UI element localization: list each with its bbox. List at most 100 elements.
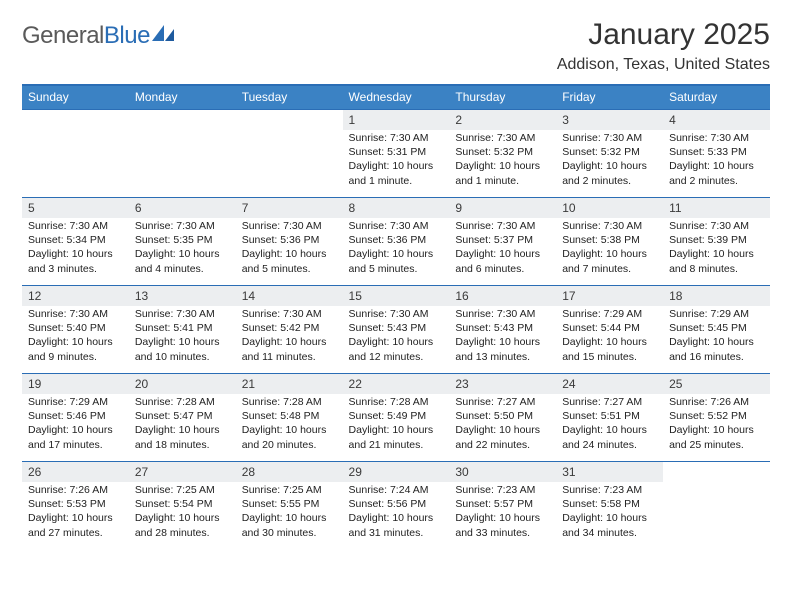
day-body: Sunrise: 7:30 AMSunset: 5:38 PMDaylight:… (556, 218, 663, 280)
day-cell: 30Sunrise: 7:23 AMSunset: 5:57 PMDayligh… (449, 462, 556, 550)
day-body: Sunrise: 7:25 AMSunset: 5:54 PMDaylight:… (129, 482, 236, 544)
daylight-line: Daylight: 10 hours and 6 minutes. (455, 247, 552, 275)
day-body: Sunrise: 7:25 AMSunset: 5:55 PMDaylight:… (236, 482, 343, 544)
sunrise-value: 7:27 AM (497, 396, 536, 408)
sunrise-line: Sunrise: 7:30 AM (669, 131, 766, 145)
daylight-label: Daylight: (562, 512, 606, 524)
day-number-empty (129, 110, 236, 130)
sunset-value: 5:32 PM (494, 146, 533, 158)
sunset-value: 5:48 PM (280, 410, 319, 422)
sunrise-line: Sunrise: 7:30 AM (455, 219, 552, 233)
sunrise-label: Sunrise: (28, 396, 69, 408)
daylight-label: Daylight: (455, 248, 499, 260)
sunrise-value: 7:28 AM (390, 396, 429, 408)
sunrise-value: 7:23 AM (604, 484, 643, 496)
sunrise-line: Sunrise: 7:30 AM (28, 219, 125, 233)
day-cell: 15Sunrise: 7:30 AMSunset: 5:43 PMDayligh… (343, 286, 450, 374)
day-cell: 12Sunrise: 7:30 AMSunset: 5:40 PMDayligh… (22, 286, 129, 374)
sunset-line: Sunset: 5:32 PM (562, 145, 659, 159)
daylight-line: Daylight: 10 hours and 11 minutes. (242, 335, 339, 363)
daylight-line: Daylight: 10 hours and 28 minutes. (135, 511, 232, 539)
day-header: Saturday (663, 85, 770, 110)
sunrise-line: Sunrise: 7:25 AM (135, 483, 232, 497)
daylight-label: Daylight: (669, 424, 713, 436)
sunset-label: Sunset: (242, 322, 281, 334)
sunrise-line: Sunrise: 7:30 AM (669, 219, 766, 233)
sunset-label: Sunset: (669, 146, 708, 158)
sunset-value: 5:51 PM (601, 410, 640, 422)
sunset-value: 5:38 PM (601, 234, 640, 246)
day-number: 4 (663, 110, 770, 130)
day-body: Sunrise: 7:24 AMSunset: 5:56 PMDaylight:… (343, 482, 450, 544)
sunset-value: 5:46 PM (67, 410, 106, 422)
day-cell: 17Sunrise: 7:29 AMSunset: 5:44 PMDayligh… (556, 286, 663, 374)
month-title: January 2025 (557, 18, 770, 52)
sunrise-line: Sunrise: 7:28 AM (349, 395, 446, 409)
day-cell: 11Sunrise: 7:30 AMSunset: 5:39 PMDayligh… (663, 198, 770, 286)
sunrise-label: Sunrise: (135, 396, 176, 408)
day-number-empty (663, 462, 770, 482)
daylight-label: Daylight: (349, 512, 393, 524)
day-number: 1 (343, 110, 450, 130)
daylight-line: Daylight: 10 hours and 8 minutes. (669, 247, 766, 275)
day-body: Sunrise: 7:30 AMSunset: 5:43 PMDaylight:… (449, 306, 556, 368)
sunset-label: Sunset: (349, 146, 388, 158)
daylight-label: Daylight: (349, 336, 393, 348)
sunrise-line: Sunrise: 7:23 AM (455, 483, 552, 497)
sunrise-label: Sunrise: (349, 220, 390, 232)
day-number-empty (236, 110, 343, 130)
sunrise-value: 7:30 AM (283, 220, 322, 232)
daylight-label: Daylight: (28, 424, 72, 436)
sunset-label: Sunset: (669, 322, 708, 334)
sunrise-label: Sunrise: (242, 220, 283, 232)
day-body: Sunrise: 7:30 AMSunset: 5:31 PMDaylight:… (343, 130, 450, 192)
sunset-line: Sunset: 5:45 PM (669, 321, 766, 335)
sunrise-line: Sunrise: 7:28 AM (135, 395, 232, 409)
sunrise-value: 7:30 AM (711, 220, 750, 232)
sunrise-label: Sunrise: (455, 220, 496, 232)
day-number: 15 (343, 286, 450, 306)
sunset-label: Sunset: (135, 410, 174, 422)
sunrise-value: 7:30 AM (711, 132, 750, 144)
day-cell: 19Sunrise: 7:29 AMSunset: 5:46 PMDayligh… (22, 374, 129, 462)
daylight-label: Daylight: (562, 160, 606, 172)
day-number: 14 (236, 286, 343, 306)
sunset-line: Sunset: 5:41 PM (135, 321, 232, 335)
daylight-label: Daylight: (242, 248, 286, 260)
day-number: 19 (22, 374, 129, 394)
sunset-label: Sunset: (455, 322, 494, 334)
day-cell: 10Sunrise: 7:30 AMSunset: 5:38 PMDayligh… (556, 198, 663, 286)
day-cell: 1Sunrise: 7:30 AMSunset: 5:31 PMDaylight… (343, 110, 450, 198)
sunset-value: 5:58 PM (601, 498, 640, 510)
sunrise-value: 7:30 AM (283, 308, 322, 320)
daylight-line: Daylight: 10 hours and 22 minutes. (455, 423, 552, 451)
day-header: Friday (556, 85, 663, 110)
daylight-line: Daylight: 10 hours and 10 minutes. (135, 335, 232, 363)
logo-text-blue: Blue (104, 22, 150, 49)
sunrise-value: 7:30 AM (390, 220, 429, 232)
sunset-value: 5:32 PM (601, 146, 640, 158)
day-body: Sunrise: 7:28 AMSunset: 5:49 PMDaylight:… (343, 394, 450, 456)
daylight-line: Daylight: 10 hours and 3 minutes. (28, 247, 125, 275)
week-row: 12Sunrise: 7:30 AMSunset: 5:40 PMDayligh… (22, 286, 770, 374)
sunrise-value: 7:30 AM (604, 220, 643, 232)
sunset-value: 5:53 PM (67, 498, 106, 510)
sunrise-value: 7:25 AM (283, 484, 322, 496)
sunset-value: 5:50 PM (494, 410, 533, 422)
sunset-line: Sunset: 5:52 PM (669, 409, 766, 423)
day-cell (663, 462, 770, 550)
sunrise-label: Sunrise: (669, 308, 710, 320)
day-number: 21 (236, 374, 343, 394)
sunrise-label: Sunrise: (135, 308, 176, 320)
day-cell: 21Sunrise: 7:28 AMSunset: 5:48 PMDayligh… (236, 374, 343, 462)
day-body: Sunrise: 7:30 AMSunset: 5:36 PMDaylight:… (236, 218, 343, 280)
daylight-label: Daylight: (349, 424, 393, 436)
sunset-value: 5:43 PM (494, 322, 533, 334)
sunrise-value: 7:30 AM (69, 308, 108, 320)
sunset-value: 5:45 PM (708, 322, 747, 334)
sunrise-label: Sunrise: (562, 132, 603, 144)
daylight-label: Daylight: (669, 160, 713, 172)
daylight-line: Daylight: 10 hours and 17 minutes. (28, 423, 125, 451)
daylight-label: Daylight: (562, 336, 606, 348)
daylight-line: Daylight: 10 hours and 25 minutes. (669, 423, 766, 451)
